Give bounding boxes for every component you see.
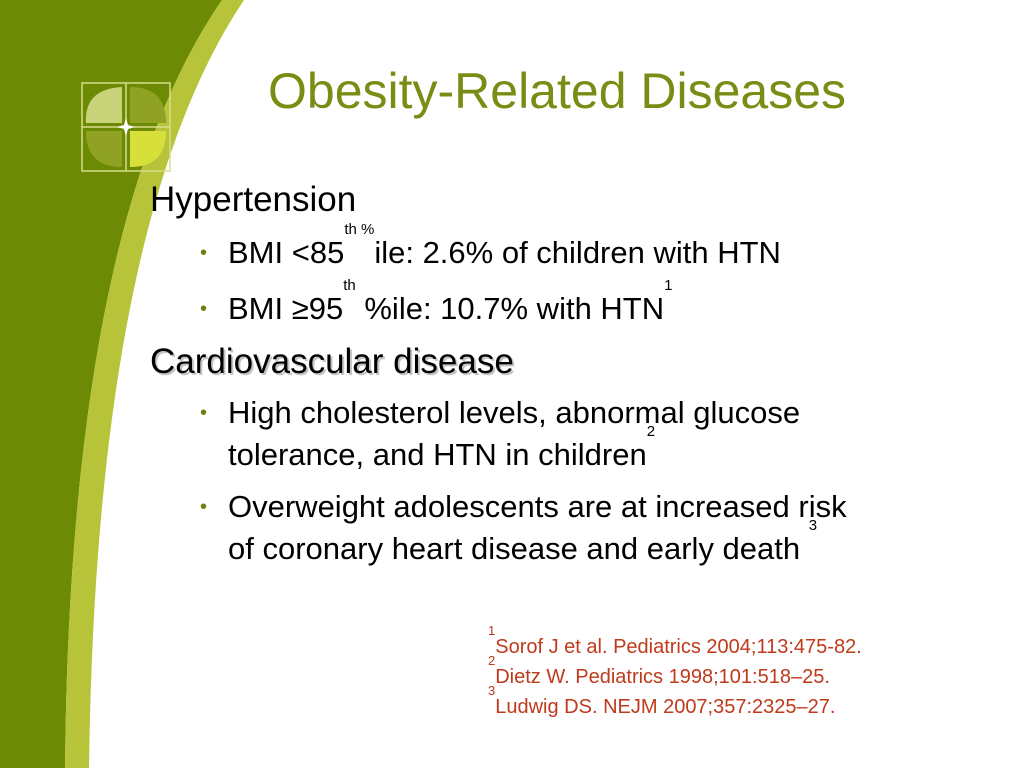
leaf-bottom-right: [130, 131, 166, 167]
references: 1Sorof J et al. Pediatrics 2004;113:475-…: [488, 623, 862, 722]
bullet-dot-icon: •: [200, 298, 208, 320]
section-heading-hypertension: Hypertension: [150, 180, 357, 219]
slide-body: Hypertension • BMI <85th %ile: 2.6% of c…: [150, 178, 1020, 570]
leaf-top-left: [85, 87, 122, 123]
section-heading-cardiovascular: Cardiovascular disease: [150, 342, 514, 381]
bullet-dot-icon: •: [200, 402, 208, 424]
reference-2: 2Dietz W. Pediatrics 1998;101:518–25.: [488, 653, 830, 688]
bullet-dot-icon: •: [200, 496, 208, 518]
leaf-top-right: [130, 87, 166, 123]
reference-1: 1Sorof J et al. Pediatrics 2004;113:475-…: [488, 623, 862, 658]
four-leaf-flower-logo: [81, 82, 171, 172]
bullet-bmi-over-95: • BMI ≥95th %ile: 10.7% with HTN1: [150, 278, 1020, 330]
bullet-cholesterol: • High cholesterol levels, abnormal gluc…: [150, 392, 1020, 476]
reference-3: 3Ludwig DS. NEJM 2007;357:2325–27.: [488, 683, 836, 718]
sidebar-dark-band: [0, 0, 222, 768]
bullet-adolescents-risk: • Overweight adolescents are at increase…: [150, 486, 1020, 570]
flower-star-icon: [117, 118, 135, 136]
slide-title: Obesity-Related Diseases: [268, 63, 847, 119]
bullet-dot-icon: •: [200, 242, 208, 264]
bullet-bmi-under-85: • BMI <85th %ile: 2.6% of children with …: [150, 222, 1020, 274]
leaf-bottom-left: [86, 131, 122, 167]
